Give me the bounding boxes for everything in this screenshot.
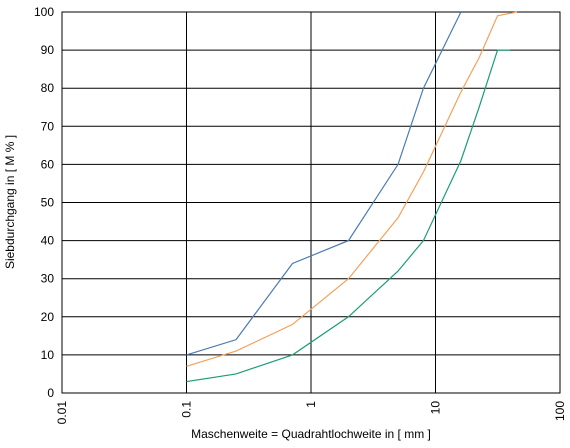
plot-frame xyxy=(61,11,561,394)
y-tick-label: 0 xyxy=(47,386,54,400)
y-tick-label: 60 xyxy=(41,157,55,171)
y-tick-label: 70 xyxy=(41,119,55,133)
x-tick-label: 100 xyxy=(553,401,567,421)
x-tick-label: 1 xyxy=(304,401,318,408)
x-tick-label: 0.1 xyxy=(180,401,194,418)
data-line xyxy=(186,49,511,383)
y-tick-label: 100 xyxy=(34,5,54,19)
x-tick-label: 10 xyxy=(429,401,443,415)
data-line xyxy=(186,11,462,356)
data-line xyxy=(186,11,517,367)
y-tick-label: 10 xyxy=(41,348,55,362)
y-tick-label: 30 xyxy=(41,272,55,286)
y-tick-label: 20 xyxy=(41,310,55,324)
x-axis-label: Maschenweite = Quadrahtlochweite in [ mm… xyxy=(191,427,431,441)
y-tick-label: 40 xyxy=(41,234,55,248)
x-tick-label: 0.01 xyxy=(55,401,69,425)
y-tick-label: 50 xyxy=(41,196,55,210)
y-tick-label: 90 xyxy=(41,43,55,57)
y-axis-label: Siebdurchgang in [ M % ] xyxy=(3,135,17,269)
y-tick-label: 80 xyxy=(41,81,55,95)
